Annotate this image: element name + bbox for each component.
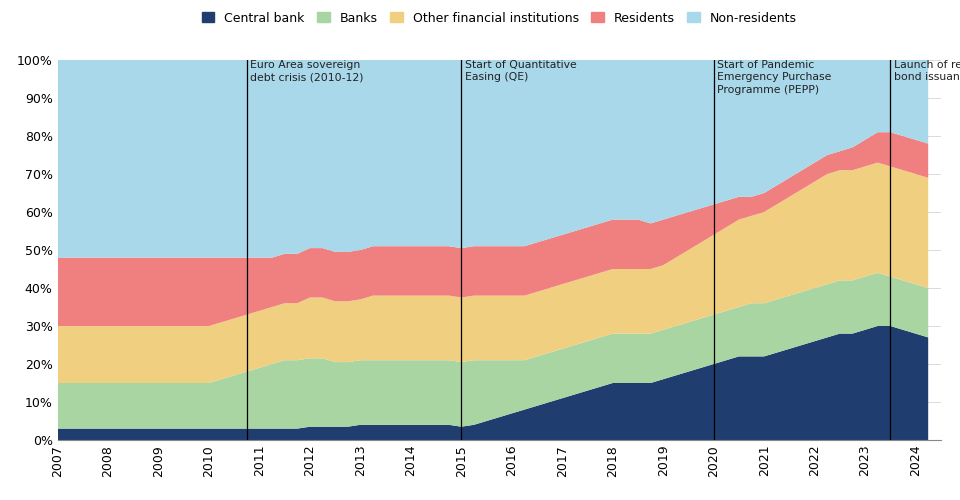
Text: Start of Quantitative
Easing (QE): Start of Quantitative Easing (QE) — [465, 60, 577, 82]
Text: Euro Area sovereign
debt crisis (2010-12): Euro Area sovereign debt crisis (2010-12… — [251, 60, 364, 82]
Text: Start of Pandemic
Emergency Purchase
Programme (PEPP): Start of Pandemic Emergency Purchase Pro… — [717, 60, 831, 95]
Legend: Central bank, Banks, Other financial institutions, Residents, Non-residents: Central bank, Banks, Other financial ins… — [197, 7, 802, 30]
Text: Launch of retail
bond issuance: Launch of retail bond issuance — [894, 60, 960, 82]
